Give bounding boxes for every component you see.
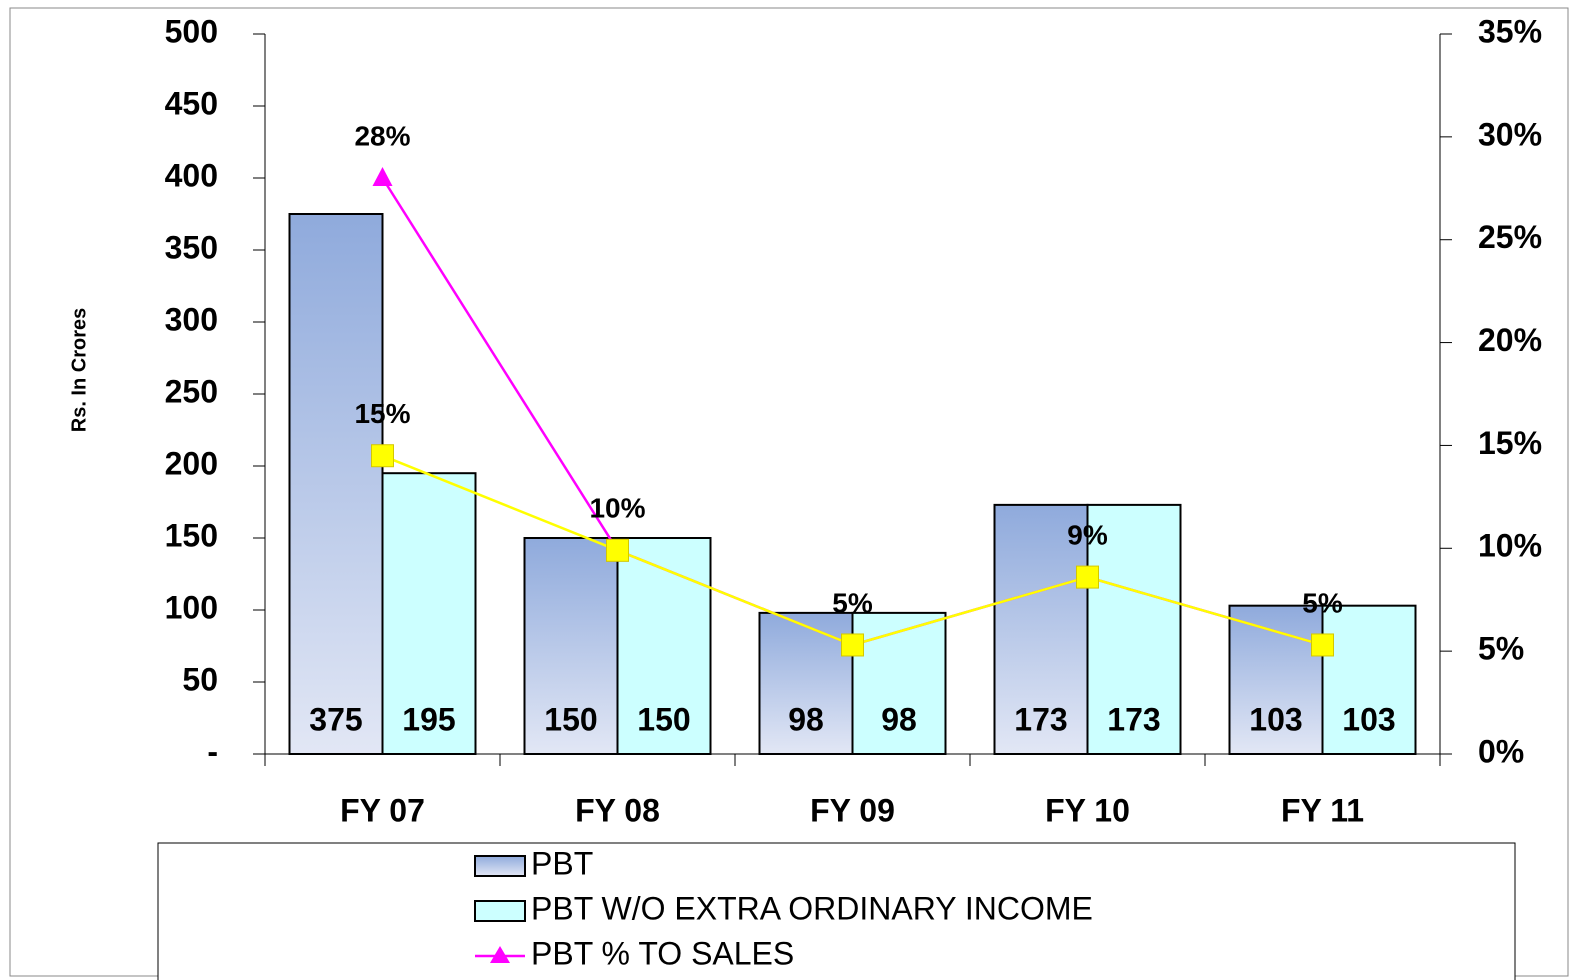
y2-tick-label: 25% <box>1478 219 1542 255</box>
y2-tick-label: 10% <box>1478 528 1542 564</box>
bar <box>851 611 947 755</box>
y-tick-label: 400 <box>165 157 218 193</box>
x-tick-label: FY 10 <box>1045 792 1130 828</box>
x-tick-label: FY 11 <box>1281 792 1364 828</box>
x-tick-label: FY 07 <box>340 792 425 828</box>
y-tick-label: 200 <box>165 445 218 481</box>
y-tick-label: 100 <box>165 589 218 625</box>
y-tick-label: 50 <box>182 661 218 697</box>
line-marker <box>1076 565 1099 589</box>
legend-label: PBT <box>531 845 593 881</box>
bar-value-label: 173 <box>1014 701 1067 737</box>
y2-tick-label: 20% <box>1478 322 1542 358</box>
bar <box>288 213 384 755</box>
line-marker <box>371 444 394 468</box>
legend-swatch <box>474 900 526 922</box>
line-value-label: 5% <box>1302 587 1343 618</box>
bar-value-label: 375 <box>309 701 362 737</box>
bar <box>1086 503 1182 755</box>
y2-tick-label: 15% <box>1478 425 1542 461</box>
legend-box <box>157 842 1516 980</box>
legend-swatch <box>474 855 526 877</box>
line-marker <box>372 167 393 186</box>
y-tick-label: 500 <box>165 13 218 49</box>
bar <box>993 503 1089 755</box>
bar <box>1321 604 1417 755</box>
line-marker <box>606 538 629 562</box>
line-marker <box>1311 633 1334 657</box>
y-axis-label: Rs. In Crores <box>68 308 90 432</box>
bar <box>758 611 854 755</box>
y-tick-label: 300 <box>165 301 218 337</box>
x-tick-label: FY 08 <box>575 792 660 828</box>
y-tick-label: 450 <box>165 85 218 121</box>
bar <box>616 537 712 755</box>
line-value-label: 9% <box>1067 519 1108 550</box>
bar <box>523 537 619 755</box>
bar-value-label: 103 <box>1342 701 1395 737</box>
y-tick-label: 250 <box>165 373 218 409</box>
bar-value-label: 98 <box>788 701 824 737</box>
line-value-label: 28% <box>354 120 410 151</box>
y2-tick-label: 35% <box>1478 13 1542 49</box>
line-marker <box>841 633 864 657</box>
bar-value-label: 150 <box>544 701 597 737</box>
y-tick-label: - <box>207 733 218 769</box>
bar-value-label: 98 <box>881 701 917 737</box>
bar-value-label: 103 <box>1249 701 1302 737</box>
y-tick-label: 350 <box>165 229 218 265</box>
bar-value-label: 150 <box>637 701 690 737</box>
bar-value-label: 195 <box>402 701 455 737</box>
legend-marker <box>490 946 510 963</box>
line-value-label: 5% <box>832 587 873 618</box>
legend-label: PBT W/O EXTRA ORDINARY INCOME <box>531 890 1093 926</box>
line-value-label: 15% <box>354 398 410 429</box>
bar <box>381 472 477 755</box>
bar-value-label: 173 <box>1107 701 1160 737</box>
legend-label: PBT % TO SALES <box>531 935 794 971</box>
x-tick-label: FY 09 <box>810 792 895 828</box>
line-value-label: 10% <box>589 493 645 524</box>
y2-tick-label: 0% <box>1478 733 1524 769</box>
chart-border <box>9 7 1569 977</box>
y2-tick-label: 5% <box>1478 631 1524 667</box>
y2-tick-label: 30% <box>1478 116 1542 152</box>
y-tick-label: 150 <box>165 517 218 553</box>
